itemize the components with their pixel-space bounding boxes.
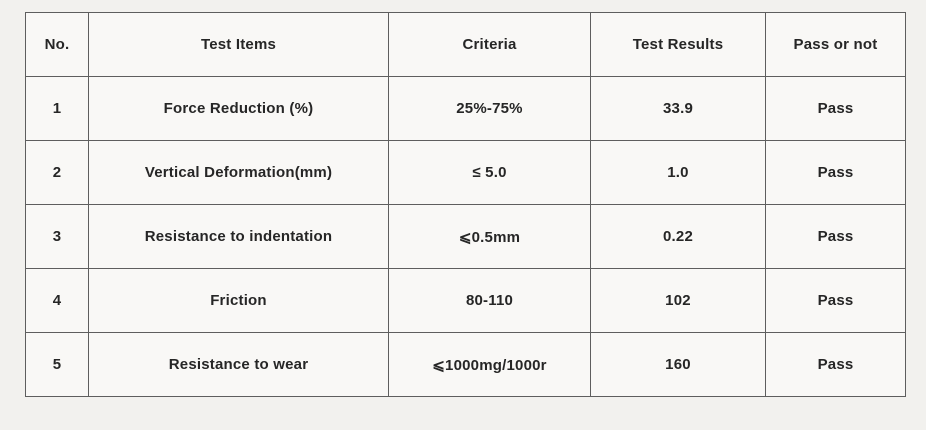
col-header-results: Test Results xyxy=(590,12,766,77)
col-header-items: Test Items xyxy=(88,12,389,77)
table-header-row: No. Test Items Criteria Test Results Pas… xyxy=(25,12,906,77)
cell-no: 5 xyxy=(25,332,89,397)
table-row: 1 Force Reduction (%) 25%-75% 33.9 Pass xyxy=(25,76,906,141)
table-row: 3 Resistance to indentation ⩽0.5mm 0.22 … xyxy=(25,204,906,269)
cell-criteria: 25%-75% xyxy=(388,76,591,141)
cell-result: 1.0 xyxy=(590,140,766,205)
cell-criteria: ≤ 5.0 xyxy=(388,140,591,205)
cell-criteria: ⩽0.5mm xyxy=(388,204,591,269)
cell-result: 0.22 xyxy=(590,204,766,269)
col-header-no: No. xyxy=(25,12,89,77)
cell-pass: Pass xyxy=(765,140,906,205)
cell-no: 3 xyxy=(25,204,89,269)
cell-pass: Pass xyxy=(765,204,906,269)
cell-criteria: ⩽1000mg/1000r xyxy=(388,332,591,397)
cell-criteria: 80-110 xyxy=(388,268,591,333)
col-header-criteria: Criteria xyxy=(388,12,591,77)
cell-no: 2 xyxy=(25,140,89,205)
table-row: 2 Vertical Deformation(mm) ≤ 5.0 1.0 Pas… xyxy=(25,140,906,205)
cell-item: Friction xyxy=(88,268,389,333)
cell-pass: Pass xyxy=(765,76,906,141)
col-header-pass: Pass or not xyxy=(765,12,906,77)
cell-no: 1 xyxy=(25,76,89,141)
cell-item: Resistance to indentation xyxy=(88,204,389,269)
cell-result: 102 xyxy=(590,268,766,333)
cell-item: Resistance to wear xyxy=(88,332,389,397)
cell-result: 33.9 xyxy=(590,76,766,141)
cell-pass: Pass xyxy=(765,332,906,397)
cell-no: 4 xyxy=(25,268,89,333)
cell-item: Vertical Deformation(mm) xyxy=(88,140,389,205)
cell-pass: Pass xyxy=(765,268,906,333)
cell-item: Force Reduction (%) xyxy=(88,76,389,141)
table-row: 4 Friction 80-110 102 Pass xyxy=(25,268,906,333)
table-row: 5 Resistance to wear ⩽1000mg/1000r 160 P… xyxy=(25,332,906,397)
test-results-table: No. Test Items Criteria Test Results Pas… xyxy=(25,12,906,397)
cell-result: 160 xyxy=(590,332,766,397)
